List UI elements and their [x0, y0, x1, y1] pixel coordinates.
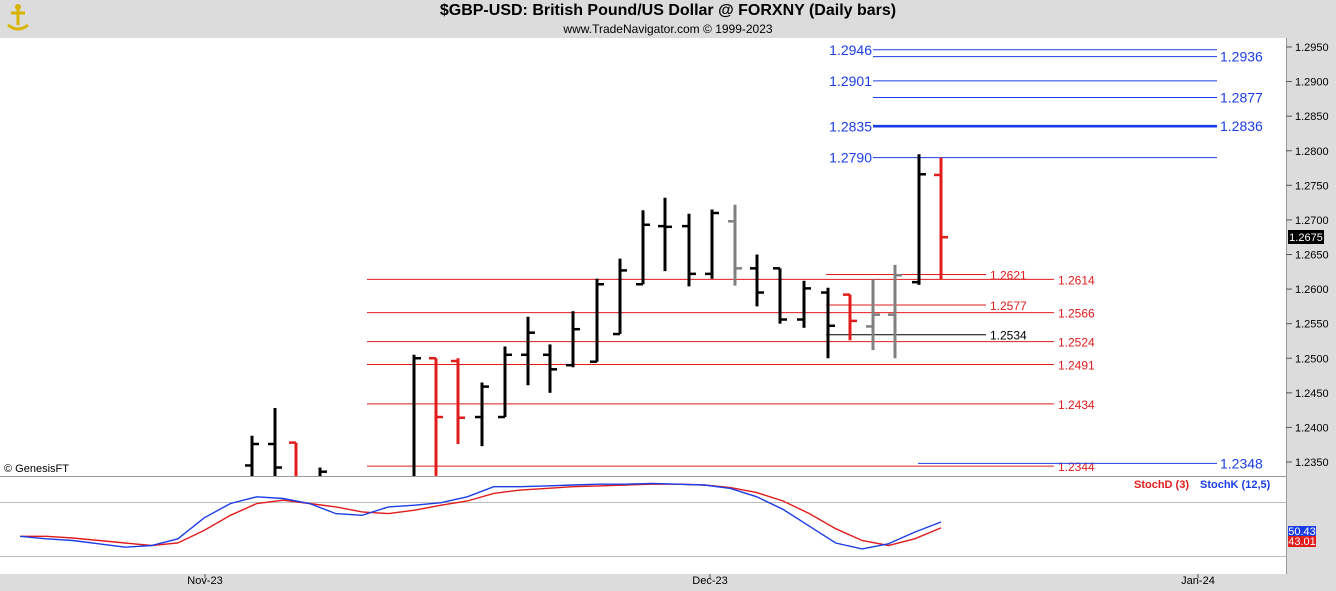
stoch-k-tag: 50.43 [1288, 526, 1316, 538]
y-tick-label: 1.2800 [1295, 146, 1329, 158]
stoch-d-legend: StochD (3) [1134, 479, 1189, 491]
y-tick-label: 1.2400 [1295, 422, 1329, 434]
stoch-k-legend: StochK (12,5) [1200, 479, 1271, 491]
level-label: 1.2524 [1058, 336, 1095, 350]
level-label: 1.2836 [1220, 118, 1263, 134]
level-label: 1.2344 [1058, 460, 1095, 474]
y-tick-label: 1.2600 [1295, 284, 1329, 296]
y-tick-label: 1.2550 [1295, 319, 1329, 331]
stoch-d-tag: 43.01 [1288, 536, 1316, 548]
y-tick-label: 1.2350 [1295, 457, 1329, 469]
last-price-tag: 1.2675 [1288, 230, 1324, 244]
level-label: 1.2348 [1220, 455, 1263, 471]
level-label: 1.2877 [1220, 89, 1263, 105]
y-axis-ticks: 1.2350 1.2400 1.2450 1.2500 1.2550 1.2600 1.26… [1286, 42, 1329, 469]
level-label: 1.2621 [990, 269, 1027, 283]
level-label: 1.2790 [829, 150, 872, 166]
y-tick-label: 1.2950 [1295, 42, 1329, 54]
stoch-k-last: 50.43 [1288, 526, 1316, 538]
level-label: 1.2434 [1058, 398, 1095, 412]
x-tick-label: Jan-24 [1181, 575, 1215, 587]
y-tick-label: 1.2500 [1295, 353, 1329, 365]
y-tick-label: 1.2450 [1295, 388, 1329, 400]
credit-text: © GenesisFT [4, 463, 69, 475]
y-tick-label: 1.2750 [1295, 180, 1329, 192]
level-label: 1.2577 [990, 299, 1027, 313]
x-tick-label: Nov-23 [187, 575, 222, 587]
y-tick-label: 1.2900 [1295, 77, 1329, 89]
level-label: 1.2614 [1058, 273, 1095, 287]
y-tick-label: 1.2850 [1295, 111, 1329, 123]
level-label: 1.2936 [1220, 49, 1263, 65]
level-label: 1.2946 [829, 42, 872, 58]
last-price-value: 1.2675 [1289, 232, 1323, 244]
level-label: 1.2534 [990, 329, 1027, 343]
chart-subtitle: www.TradeNavigator.com © 1999-2023 [563, 22, 773, 36]
price-bars [245, 154, 948, 476]
y-tick-label: 1.2700 [1295, 215, 1329, 227]
level-label: 1.2901 [829, 73, 872, 89]
level-lines: 1.2946 1.2936 1.2901 1.2877 1.2835 1.2836 1.27… [367, 42, 1263, 474]
stoch-d-line [20, 483, 942, 547]
chart-title: $GBP-USD: British Pound/US Dollar @ FORX… [439, 2, 897, 19]
level-label: 1.2835 [829, 119, 872, 135]
stochastic-lines [19, 482, 942, 550]
stoch-d-last: 43.01 [1288, 536, 1316, 548]
level-label: 1.2491 [1058, 358, 1095, 372]
level-label: 1.2566 [1058, 307, 1095, 321]
stoch-k-line [19, 482, 942, 550]
x-tick-label: Dec-23 [692, 575, 727, 587]
oscillator-panel [0, 477, 1286, 574]
y-tick-label: 1.2650 [1295, 250, 1329, 262]
trade-navigator-logo-icon [3, 3, 33, 38]
x-axis-ticks: Nov-23 Dec-23 Jan-24 [187, 574, 1215, 587]
